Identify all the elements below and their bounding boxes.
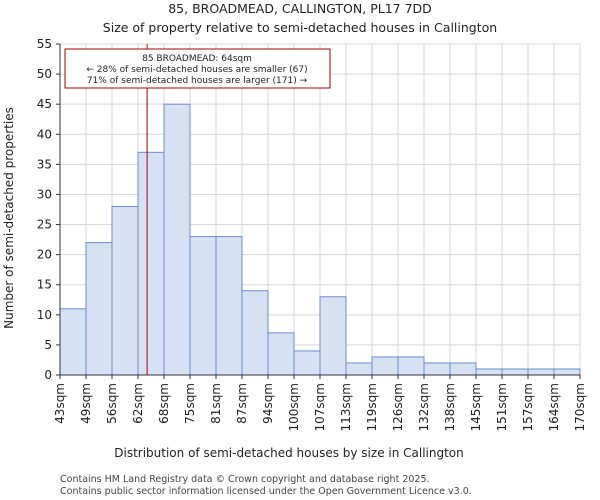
x-tick-label: 164sqm [547, 383, 561, 431]
histogram-bar [59, 308, 87, 376]
x-tick-label: 157sqm [521, 383, 535, 431]
histogram-bar [527, 368, 555, 376]
axes [56, 43, 581, 379]
x-tick-label: 145sqm [469, 383, 483, 431]
x-tick-label: 113sqm [339, 383, 353, 431]
x-tick-label: 56sqm [105, 383, 119, 424]
x-tick-label: 43sqm [53, 383, 67, 424]
histogram-bar [449, 362, 477, 376]
x-tick-label: 132sqm [417, 383, 431, 431]
annotation-box: 85 BROADMEAD: 64sqm ← 28% of semi-detach… [64, 48, 331, 89]
y-tick-label: 30 [37, 187, 52, 201]
histogram-bar [293, 350, 321, 376]
y-tick-label: 10 [37, 308, 52, 322]
histogram-bar [137, 151, 165, 376]
y-tick-label: 15 [37, 278, 52, 292]
histogram-bar [215, 236, 243, 376]
credit-line1: Contains HM Land Registry data © Crown c… [60, 474, 430, 485]
histogram-bar [111, 205, 139, 376]
y-tick-label: 35 [37, 157, 52, 171]
y-tick-label: 50 [37, 67, 52, 81]
x-tick-label: 81sqm [209, 383, 223, 424]
histogram-bar [501, 368, 529, 376]
x-tick-label: 126sqm [391, 383, 405, 431]
x-tick-label: 49sqm [79, 383, 93, 424]
x-axis-title: Distribution of semi-detached houses by … [114, 446, 464, 460]
bars [59, 103, 581, 376]
x-tick-labels: 43sqm 49sqm 56sqm 62sqm 68sqm 75sqm 81sqm 87sqm… [53, 383, 587, 431]
y-tick-labels: 0 5 10 15 20 25 30 35 40 45 50 55 [37, 37, 52, 382]
histogram-bar [241, 290, 269, 376]
histogram-bar [397, 356, 425, 376]
x-tick-label: 107sqm [313, 383, 327, 431]
histogram-bar [85, 242, 113, 376]
x-tick-label: 62sqm [131, 383, 145, 424]
y-tick-label: 5 [44, 338, 52, 352]
x-tick-label: 138sqm [443, 383, 457, 431]
x-tick-label: 75sqm [183, 383, 197, 424]
y-tick-label: 55 [37, 37, 52, 51]
histogram-bar [163, 103, 191, 376]
y-tick-label: 0 [44, 368, 52, 382]
histogram-bar [371, 356, 399, 376]
annotation-line1: 85 BROADMEAD: 64sqm [142, 54, 252, 64]
annotation-line2: ← 28% of semi-detached houses are smalle… [86, 65, 307, 75]
y-tick-label: 40 [37, 127, 52, 141]
histogram-bar [553, 368, 581, 376]
x-tick-label: 119sqm [365, 383, 379, 431]
x-tick-label: 87sqm [235, 383, 249, 424]
credit-line2: Contains public sector information licen… [60, 486, 472, 497]
x-tick-label: 170sqm [573, 383, 587, 431]
histogram-bar [319, 296, 347, 376]
histogram-bar [345, 362, 373, 376]
y-tick-label: 25 [37, 218, 52, 232]
histogram-bar [475, 368, 503, 376]
x-tick-label: 151sqm [495, 383, 509, 431]
chart-title-line1: 85, BROADMEAD, CALLINGTON, PL17 7DD [168, 1, 432, 16]
y-axis-title: Number of semi-detached properties [2, 107, 16, 329]
chart-title-line2: Size of property relative to semi-detach… [103, 20, 497, 35]
histogram-bar [267, 332, 295, 376]
x-tick-label: 68sqm [157, 383, 171, 424]
annotation-line3: 71% of semi-detached houses are larger (… [87, 76, 308, 86]
histogram-bar [189, 236, 217, 376]
y-tick-label: 45 [37, 97, 52, 111]
x-tick-label: 94sqm [261, 383, 275, 424]
x-tick-label: 100sqm [287, 383, 301, 431]
y-tick-label: 20 [37, 248, 52, 262]
histogram-bar [423, 362, 451, 376]
